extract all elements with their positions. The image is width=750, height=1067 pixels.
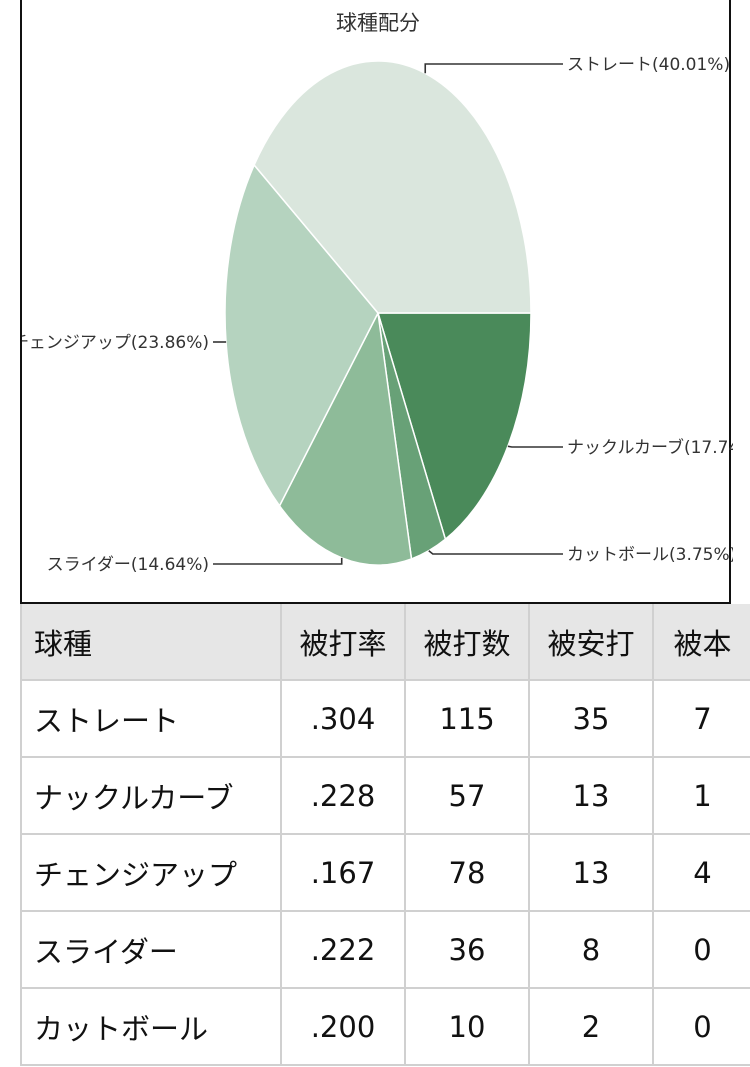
table-row: ストレート .304 115 35 7: [20, 680, 750, 758]
header-hits: 被安打: [529, 604, 654, 681]
chart-title: 球種配分: [336, 11, 420, 35]
slice-straight-label: ストレート(40.01%): [567, 55, 730, 75]
header-batting-avg: 被打率: [281, 604, 406, 681]
slice-cutter-label: カットボール(3.75%): [567, 545, 733, 565]
slice-knuckle-curve-leader-line: [507, 445, 563, 448]
slice-cutter-leader-line: [428, 550, 563, 555]
header-home-runs: 被本: [653, 604, 750, 681]
table-row: ナックルカーブ .228 57 13 1: [20, 757, 750, 835]
header-pitch-type: 球種: [20, 604, 282, 681]
slice-changeup-label: チェンジアップ(23.86%): [22, 333, 209, 353]
slice-slider-leader-line: [213, 557, 343, 565]
cell-home-runs: 0: [653, 988, 750, 1066]
slice-changeup: [224, 163, 379, 508]
pie-chart-panel: 球種配分 ナックルカーブ(17.74%) カットボール(3.75%) スライダー(1…: [20, 0, 733, 604]
pitch-stats-table: 球種 被打率 被打数 被安打 被本 ストレート .304 115 35 7 ナッ…: [20, 604, 750, 1066]
cell-at-bats: 115: [405, 680, 530, 758]
cell-batting-avg: .304: [281, 680, 406, 758]
cell-hits: 2: [529, 988, 654, 1066]
slice-slider-label: スライダー(14.64%): [47, 555, 209, 575]
cell-pitch-type: カットボール: [20, 988, 282, 1066]
table-row: スライダー .222 36 8 0: [20, 911, 750, 989]
cell-batting-avg: .228: [281, 757, 406, 835]
slice-straight-leader-line: [424, 63, 563, 74]
cell-batting-avg: .222: [281, 911, 406, 989]
cell-hits: 35: [529, 680, 654, 758]
cell-pitch-type: ナックルカーブ: [20, 757, 282, 835]
cell-hits: 13: [529, 834, 654, 912]
cell-at-bats: 78: [405, 834, 530, 912]
cell-home-runs: 1: [653, 757, 750, 835]
cell-at-bats: 36: [405, 911, 530, 989]
header-at-bats: 被打数: [405, 604, 530, 681]
table-row: カットボール .200 10 2 0: [20, 988, 750, 1066]
cell-home-runs: 4: [653, 834, 750, 912]
table-row: チェンジアップ .167 78 13 4: [20, 834, 750, 912]
cell-batting-avg: .167: [281, 834, 406, 912]
cell-hits: 8: [529, 911, 654, 989]
cell-pitch-type: スライダー: [20, 911, 282, 989]
cell-pitch-type: ストレート: [20, 680, 282, 758]
table-header-row: 球種 被打率 被打数 被安打 被本: [20, 604, 750, 681]
cell-at-bats: 10: [405, 988, 530, 1066]
pie-chart: 球種配分 ナックルカーブ(17.74%) カットボール(3.75%) スライダー(1…: [22, 11, 733, 575]
slice-knuckle-curve: [376, 312, 532, 541]
cell-pitch-type: チェンジアップ: [20, 834, 282, 912]
slice-knuckle-curve-label: ナックルカーブ(17.74%): [567, 437, 733, 458]
cell-at-bats: 57: [405, 757, 530, 835]
cell-batting-avg: .200: [281, 988, 406, 1066]
cell-home-runs: 7: [653, 680, 750, 758]
cell-hits: 13: [529, 757, 654, 835]
cell-home-runs: 0: [653, 911, 750, 989]
